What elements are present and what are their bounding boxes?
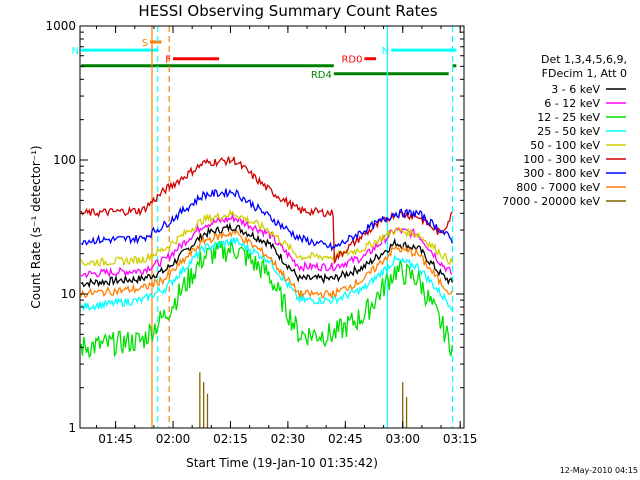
legend-entry-label: 300 - 800 keV (523, 167, 600, 180)
state-bars (81, 40, 457, 76)
state-bar-label: RD0 (341, 55, 362, 66)
series-line (80, 188, 453, 252)
x-tick-label: 02:45 (328, 432, 363, 446)
legend-entry-label: 12 - 25 keV (537, 111, 600, 124)
x-tick-label: 02:15 (213, 432, 248, 446)
series-lines (80, 156, 453, 428)
legend-entry-label: 25 - 50 keV (537, 125, 600, 138)
state-bar-label: N (72, 46, 79, 57)
x-tick-label: 01:45 (98, 432, 133, 446)
x-axis: 01:45 02:00 02:15 02:30 02:45 03:00 03:15 (95, 26, 478, 446)
state-bar-label: S (142, 38, 148, 49)
plot-frame (79, 25, 465, 429)
x-tick-label: 02:00 (156, 432, 191, 446)
y-tick-label: 1000 (45, 19, 76, 33)
chart-title: HESSI Observing Summary Count Rates (138, 2, 437, 20)
legend-entry-label: 7000 - 20000 keV (502, 195, 600, 208)
state-bar-labels: S N N F RD0 RD4 (72, 38, 390, 81)
x-tick-label: 03:00 (385, 432, 420, 446)
series-line (81, 213, 453, 279)
series-line (80, 240, 453, 359)
legend-entry-label: 3 - 6 keV (551, 83, 600, 96)
series-line (80, 208, 453, 267)
y-axis: 1 10 100 1000 (45, 19, 464, 435)
series-line (80, 229, 453, 299)
footer-timestamp: 12-May-2010 04:15 (560, 466, 638, 475)
legend-header: Det 1,3,4,5,6,9, (541, 53, 627, 66)
state-bar-label: N (382, 46, 389, 57)
legend: Det 1,3,4,5,6,9,FDecim 1, Att 0 3 - 6 keV… (502, 53, 627, 208)
legend-entry-label: 6 - 12 keV (544, 97, 600, 110)
x-tick-label: 03:15 (443, 432, 478, 446)
series-line (80, 236, 453, 312)
legend-entry-label: 100 - 300 keV (523, 153, 600, 166)
state-bar-label: RD4 (311, 70, 332, 81)
legend-entry-label: 800 - 7000 keV (516, 181, 600, 194)
x-tick-label: 02:30 (271, 432, 306, 446)
legend-entry-label: 50 - 100 keV (530, 139, 600, 152)
y-tick-label: 10 (61, 287, 76, 301)
y-tick-label: 1 (68, 421, 76, 435)
x-axis-label: Start Time (19-Jan-10 01:35:42) (186, 456, 378, 470)
series-line (80, 222, 453, 289)
legend-header: FDecim 1, Att 0 (542, 67, 627, 80)
y-axis-label: Count Rate (s⁻¹ detector⁻¹) (29, 145, 43, 308)
mode-change-lines (151, 26, 454, 428)
state-bar-label: F (165, 55, 171, 66)
y-tick-label: 100 (53, 153, 76, 167)
